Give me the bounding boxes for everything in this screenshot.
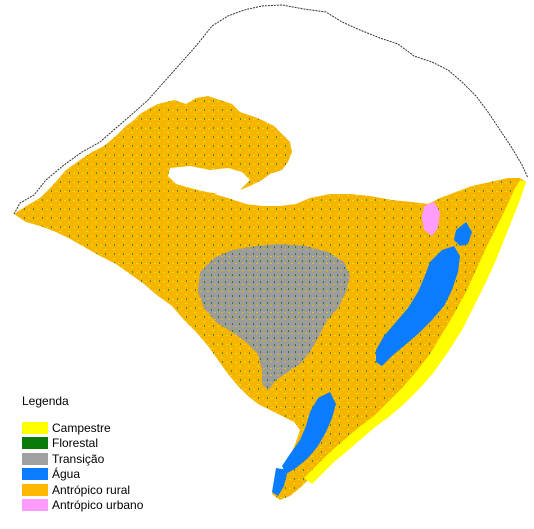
legend-item: Transição — [22, 451, 143, 467]
transition-region — [198, 244, 350, 390]
legend-label: Transição — [52, 451, 105, 466]
legend-item: Florestal — [22, 436, 143, 452]
legend-item: Campestre — [22, 420, 143, 436]
legend-swatch — [22, 483, 48, 496]
legend-label: Campestre — [52, 420, 111, 435]
legend-item: Antrópico rural — [22, 482, 143, 498]
legend-label: Água — [52, 467, 81, 482]
legend-swatch — [22, 421, 48, 434]
southern-tip-water — [272, 468, 288, 496]
urban-area — [422, 202, 440, 236]
legend-label: Florestal — [52, 436, 99, 451]
legend-swatch — [22, 499, 48, 512]
legend-label: Antrópico rural — [52, 482, 131, 497]
lagoon-water — [376, 246, 460, 366]
legend-item: Água — [22, 467, 143, 483]
legend-title: Legenda — [22, 394, 69, 408]
legend-swatch — [22, 437, 48, 450]
legend-label: Antrópico urbano — [52, 498, 144, 513]
southern-lagoon-water — [282, 392, 336, 474]
north-boundary-outline — [13, 4, 529, 215]
map-legend: Legenda Campestre Florestal Transição Ág… — [22, 394, 143, 513]
legend-swatch — [22, 452, 48, 465]
unclassified-hole — [168, 166, 250, 194]
legend-swatch — [22, 468, 48, 481]
legend-item: Antrópico urbano — [22, 498, 143, 514]
small-lagoon-water — [454, 222, 472, 246]
